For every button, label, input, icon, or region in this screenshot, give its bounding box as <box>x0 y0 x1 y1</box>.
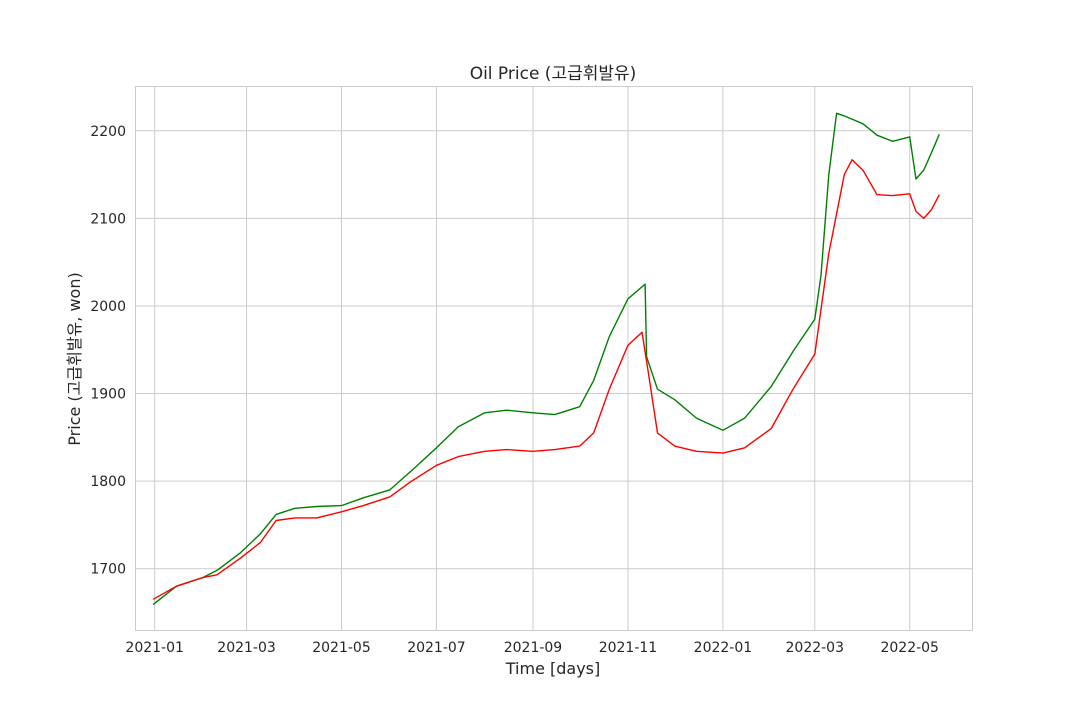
grid <box>136 87 972 630</box>
x-axis-label: Time [days] <box>505 659 601 678</box>
plot-frame <box>135 86 973 631</box>
series-line-1 <box>152 159 940 600</box>
x-tick-label: 2021-07 <box>407 640 466 656</box>
x-tick-label: 2021-11 <box>599 640 658 656</box>
y-tick-label: 1900 <box>90 387 126 403</box>
y-axis-label: Price (고급휘발유, won) <box>65 272 84 445</box>
y-tick-label: 2000 <box>90 299 126 315</box>
y-tick-label: 2200 <box>90 124 126 140</box>
x-tick-label: 2022-05 <box>880 640 939 656</box>
x-tick-label: 2021-01 <box>125 640 184 656</box>
y-tick-label: 2100 <box>90 211 126 227</box>
y-tick-label: 1800 <box>90 474 126 490</box>
series-lines <box>152 112 940 606</box>
x-tick-label: 2021-03 <box>217 640 276 656</box>
y-tick-label: 1700 <box>90 562 126 578</box>
x-tick-label: 2021-05 <box>312 640 371 656</box>
y-tick-labels: 1700 1800 1900 2000 2100 2200 <box>90 124 126 578</box>
x-tick-labels: 2021-01 2021-03 2021-05 2021-07 2021-09 2021-… <box>125 640 939 656</box>
x-tick-label: 2021-09 <box>504 640 563 656</box>
x-tick-label: 2022-01 <box>694 640 753 656</box>
x-tick-label: 2022-03 <box>786 640 845 656</box>
series-line-0 <box>152 112 940 606</box>
chart-title: Oil Price (고급휘발유) <box>470 64 637 84</box>
